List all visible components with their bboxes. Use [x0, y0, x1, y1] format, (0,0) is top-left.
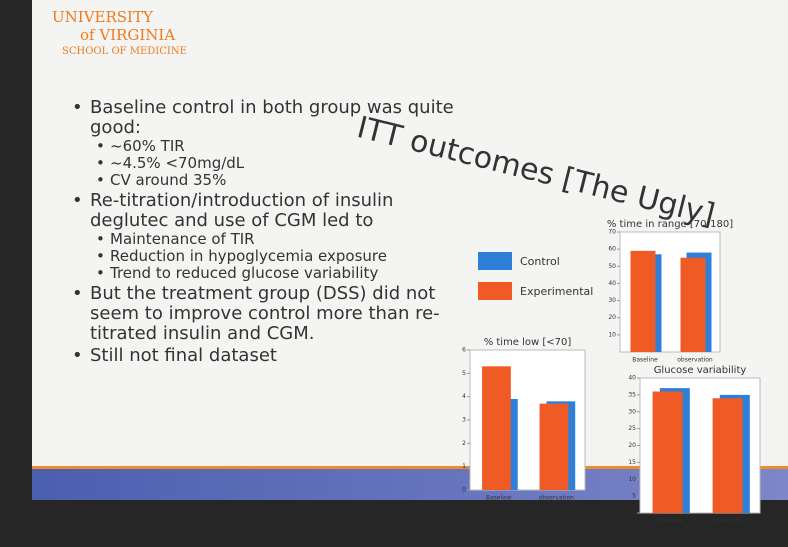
y-tick-label: 40 [628, 375, 636, 382]
y-tick-label: 5 [632, 493, 636, 500]
sub-bullet: CV around 35% [72, 172, 472, 190]
legend-swatch [478, 252, 512, 270]
x-tick-label: Baseline [486, 495, 512, 502]
y-tick-label: 35 [628, 391, 636, 398]
bullet: Baseline control in both group was quite… [72, 98, 472, 138]
y-tick-label: 40 [608, 280, 616, 287]
y-tick-label: 4 [462, 393, 466, 400]
y-tick-label: 10 [608, 331, 616, 338]
y-tick-label: 5 [462, 370, 466, 377]
x-tick-label: observation [712, 518, 748, 525]
chart-title: % time low [<70] [484, 337, 572, 348]
x-tick-label: Baseline [632, 357, 658, 364]
sub-bullet: Maintenance of TIR [72, 231, 472, 249]
bullet: But the treatment group (DSS) did not se… [72, 284, 472, 344]
y-tick-label: 1 [462, 463, 466, 470]
legend-label: Control [520, 255, 560, 268]
y-tick-label: 0 [632, 510, 636, 517]
bar [652, 391, 683, 513]
bar [630, 250, 656, 352]
y-tick-label: 10 [628, 476, 636, 483]
y-tick-label: 30 [608, 297, 616, 304]
legend-swatch [478, 282, 512, 300]
y-tick-label: 2 [462, 440, 466, 447]
y-tick-label: 20 [608, 314, 616, 321]
sub-bullet: Reduction in hypoglycemia exposure [72, 248, 472, 266]
bar [712, 398, 743, 513]
y-tick-label: 25 [628, 425, 636, 432]
chart-title: Glucose variability [654, 365, 747, 376]
y-tick-label: 50 [608, 263, 616, 270]
x-tick-label: observation [677, 357, 713, 364]
legend-label: Experimental [520, 285, 593, 298]
logo-subtitle: SCHOOL OF MEDICINE [62, 46, 187, 57]
y-tick-label: 15 [628, 459, 636, 466]
chart-title: % time in range [70-180] [607, 219, 733, 230]
y-tick-label: 30 [628, 408, 636, 415]
sub-bullet: Trend to reduced glucose variability [72, 265, 472, 283]
y-tick-label: 3 [462, 417, 466, 424]
y-tick-label: 20 [628, 442, 636, 449]
x-tick-label: Baseline [657, 518, 683, 525]
bullet-list: Baseline control in both group was quite… [72, 96, 472, 367]
y-tick-label: 6 [462, 347, 466, 354]
bar [482, 366, 511, 490]
sub-bullet: ~60% TIR [72, 138, 472, 156]
logo-line: UNIVERSITY [52, 8, 153, 26]
x-tick-label: observation [539, 495, 575, 502]
y-tick-label: 0 [462, 487, 466, 494]
bullet: Still not final dataset [72, 346, 472, 367]
y-tick-label: 70 [608, 229, 616, 236]
bullet: Re-titration/introduction of insulin deg… [72, 191, 472, 231]
logo-line: of VIRGINIA [80, 26, 176, 44]
bar [539, 403, 569, 490]
bar [680, 257, 706, 352]
y-tick-label: 60 [608, 246, 616, 253]
sub-bullet: ~4.5% <70mg/dL [72, 155, 472, 173]
